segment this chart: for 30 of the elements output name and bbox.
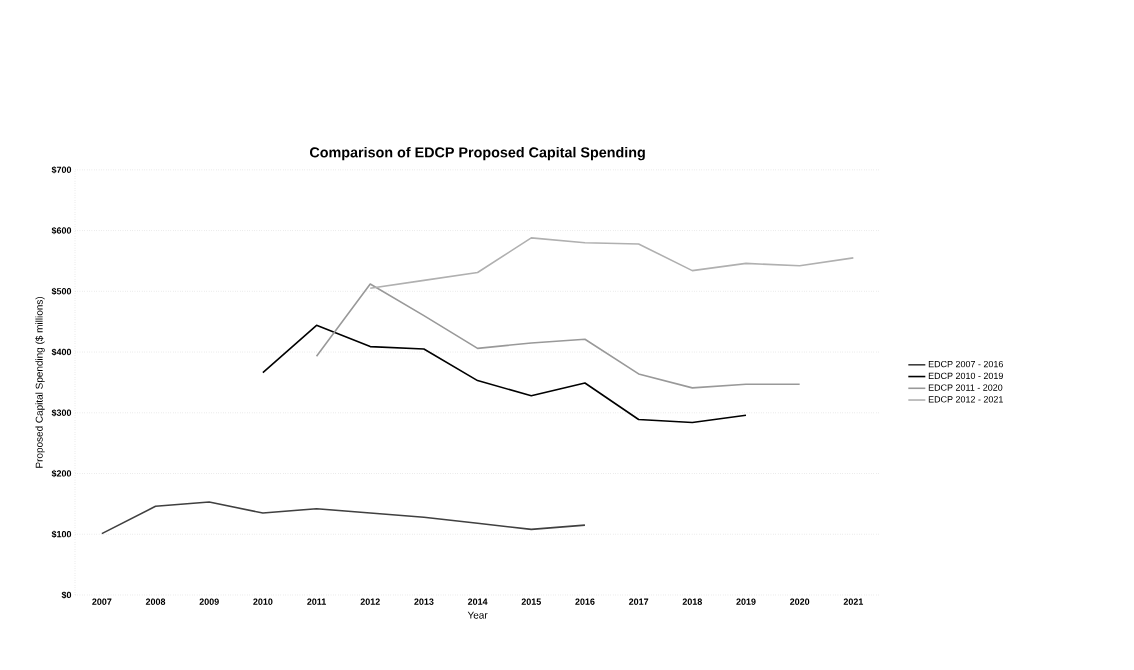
- legend-label: EDCP 2007 - 2016: [928, 360, 1003, 368]
- legend-label: EDCP 2012 - 2021: [928, 396, 1003, 403]
- x-axis-title: Year: [467, 611, 488, 619]
- y-tick-label: $200: [51, 469, 72, 478]
- chart-title: Comparison of EDCP Proposed Capital Spending: [310, 146, 645, 161]
- x-tick-label: 2018: [682, 598, 702, 605]
- y-axis-title: Proposed Capital Spending ($ millions): [35, 296, 45, 468]
- x-tick-label: 2021: [843, 598, 864, 605]
- x-tick-label: 2012: [360, 598, 380, 605]
- legend-label: EDCP 2011 - 2020: [928, 384, 1003, 391]
- x-tick-label: 2015: [521, 598, 541, 605]
- y-tick-label: $600: [51, 226, 72, 235]
- legend-label: EDCP 2010 - 2019: [928, 372, 1003, 380]
- y-tick-label: $100: [51, 530, 72, 538]
- x-tick-label: 2013: [414, 598, 434, 605]
- x-tick-label: 2016: [575, 598, 595, 605]
- x-tick-label: 2008: [145, 598, 166, 605]
- x-tick-label: 2020: [790, 598, 810, 605]
- x-tick-label: 2017: [628, 598, 649, 605]
- x-tick-label: 2007: [92, 598, 112, 605]
- x-tick-label: 2011: [307, 598, 327, 605]
- x-tick-label: 2019: [736, 598, 756, 605]
- x-tick-label: 2009: [199, 598, 219, 605]
- y-tick-label: $700: [51, 166, 72, 174]
- y-tick-label: $300: [51, 409, 72, 417]
- y-tick-label: $500: [51, 287, 72, 295]
- x-tick-label: 2014: [467, 598, 488, 605]
- y-tick-label: $400: [51, 348, 72, 356]
- x-tick-label: 2010: [253, 598, 273, 605]
- y-tick-label: $0: [61, 591, 72, 599]
